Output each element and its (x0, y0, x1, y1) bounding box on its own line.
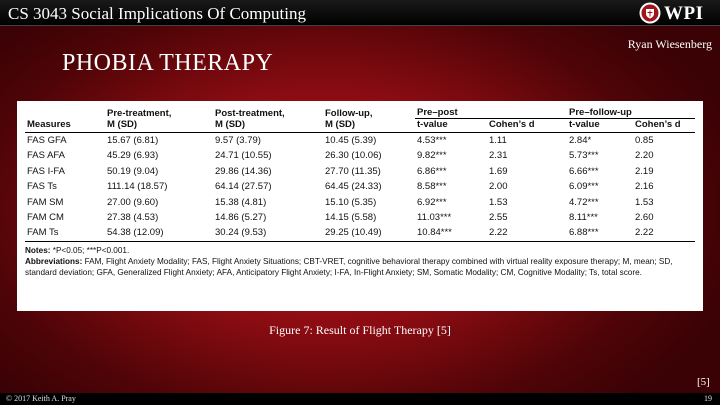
cell-follow-up: 26.30 (10.06) (325, 150, 382, 162)
wpi-logo: WPI (639, 2, 717, 24)
abbreviations-label: Abbreviations: (25, 256, 83, 266)
cell-measure: FAM CM (27, 212, 64, 224)
cell-prepost-cohens-d: 2.00 (489, 181, 508, 193)
table-row: FAS Ts 111.14 (18.57) 64.14 (27.57) 64.45 (… (25, 179, 695, 194)
cell-post-treatment: 9.57 (3.79) (215, 135, 261, 146)
header-pre-post: Pre–post (415, 107, 567, 119)
cell-prefollowup-cohens-d: 2.19 (635, 165, 654, 177)
header-followup-msd: M (SD) (323, 118, 415, 133)
header-pre-msd: M (SD) (105, 118, 213, 133)
cell-follow-up: 10.45 (5.39) (325, 135, 377, 146)
cell-pre-treatment: 45.29 (6.93) (107, 150, 159, 162)
cell-pre-treatment: 111.14 (18.57) (107, 181, 168, 193)
cell-prepost-tvalue: 6.92*** (417, 196, 447, 208)
cell-post-treatment: 24.71 (10.55) (215, 150, 272, 162)
cell-post-treatment: 64.14 (27.57) (215, 181, 272, 193)
cell-measure: FAS Ts (27, 181, 57, 193)
cell-prefollowup-cohens-d: 2.16 (635, 181, 654, 193)
header-follow-up: Follow-up, (325, 107, 373, 119)
cell-prefollowup-tvalue: 2.84* (569, 135, 592, 146)
table-row: FAS I-FA 50.19 (9.04) 29.86 (14.36) 27.70 (… (25, 164, 695, 179)
cell-prefollowup-tvalue: 6.66*** (569, 165, 599, 177)
cell-follow-up: 29.25 (10.49) (323, 225, 415, 242)
header-post-treatment: Post-treatment, (215, 107, 285, 119)
cell-prefollowup-tvalue: 8.11*** (569, 212, 598, 224)
cell-measure: FAS GFA (27, 135, 67, 146)
cell-pre-treatment: 54.38 (12.09) (105, 225, 213, 242)
cell-prefollowup-tvalue: 4.72*** (569, 196, 599, 208)
cell-prepost-cohens-d: 2.31 (489, 150, 508, 162)
cell-prepost-cohens-d: 2.22 (487, 225, 567, 242)
header-post-msd: M (SD) (213, 118, 323, 133)
cell-measure: FAS I-FA (27, 165, 66, 177)
results-figure: Measures Pre-treatment, Post-treatment, … (17, 101, 703, 311)
cell-follow-up: 27.70 (11.35) (325, 165, 381, 177)
header-pre-follow-up: Pre–follow-up (567, 107, 695, 119)
cell-measure: FAM SM (27, 196, 64, 208)
slide-number: 19 (704, 394, 712, 403)
cell-pre-treatment: 27.00 (9.60) (107, 196, 159, 208)
results-table: Measures Pre-treatment, Post-treatment, … (25, 107, 695, 242)
table-row: FAM Ts 54.38 (12.09) 30.24 (9.53) 29.25 (10… (25, 225, 695, 242)
cell-post-treatment: 29.86 (14.36) (215, 165, 272, 177)
table-row: FAS GFA 15.67 (6.81) 9.57 (3.79) 10.45 (5.3… (25, 133, 695, 149)
cell-follow-up: 14.15 (5.58) (325, 212, 377, 224)
cell-post-treatment: 30.24 (9.53) (213, 225, 323, 242)
header-prepost-cohens-d: Cohen’s d (487, 118, 567, 133)
cell-prefollowup-tvalue: 5.73*** (569, 150, 599, 162)
header-prefollowup-tvalue: t-value (567, 118, 633, 133)
cell-prepost-tvalue: 4.53*** (417, 135, 447, 146)
cell-post-treatment: 14.86 (5.27) (215, 212, 267, 224)
header-measures: Measures (25, 107, 105, 133)
footer-bar: © 2017 Keith A. Pray 19 (0, 393, 720, 405)
cell-measure: FAS AFA (27, 150, 66, 162)
table-row: FAM SM 27.00 (9.60) 15.38 (4.81) 15.10 (5.3… (25, 195, 695, 210)
header-prepost-tvalue: t-value (415, 118, 487, 133)
cell-prefollowup-cohens-d: 2.20 (635, 150, 654, 162)
cell-prefollowup-cohens-d: 2.22 (633, 225, 695, 242)
cell-prepost-cohens-d: 1.53 (489, 196, 508, 208)
reference-link[interactable]: [5] (697, 376, 710, 388)
table-notes: Notes: *P<0.05; ***P<0.001. Abbreviation… (25, 245, 695, 278)
cell-pre-treatment: 50.19 (9.04) (107, 165, 159, 177)
cell-follow-up: 15.10 (5.35) (325, 196, 377, 208)
figure-caption: Figure 7: Result of Flight Therapy [5] (269, 323, 451, 337)
cell-prepost-cohens-d: 2.55 (489, 212, 508, 224)
course-title: CS 3043 Social Implications Of Computing (8, 4, 306, 23)
abbreviations-text: FAM, Flight Anxiety Modality; FAS, Fligh… (25, 256, 673, 277)
table-row: FAS AFA 45.29 (6.93) 24.71 (10.55) 26.30 (1… (25, 148, 695, 163)
header-bar: CS 3043 Social Implications Of Computing… (0, 0, 720, 26)
cell-prepost-tvalue: 11.03*** (417, 212, 452, 224)
notes-text: *P<0.05; ***P<0.001. (50, 245, 130, 255)
cell-prefollowup-cohens-d: 2.60 (635, 212, 654, 224)
cell-prepost-cohens-d: 1.69 (489, 165, 508, 177)
wpi-seal-icon (639, 2, 661, 24)
cell-prepost-tvalue: 6.86*** (417, 165, 447, 177)
cell-follow-up: 64.45 (24.33) (325, 181, 382, 193)
results-table-body: FAS GFA 15.67 (6.81) 9.57 (3.79) 10.45 (5.3… (25, 133, 695, 242)
header-prefollowup-cohens-d: Cohen’s d (633, 118, 695, 133)
cell-prepost-tvalue: 8.58*** (417, 181, 447, 193)
notes-label: Notes: (25, 245, 51, 255)
cell-prefollowup-cohens-d: 0.85 (635, 135, 654, 146)
cell-post-treatment: 15.38 (4.81) (215, 196, 267, 208)
cell-pre-treatment: 27.38 (4.53) (107, 212, 159, 224)
cell-prefollowup-tvalue: 6.09*** (569, 181, 599, 193)
cell-prefollowup-cohens-d: 1.53 (635, 196, 654, 208)
wpi-logo-text: WPI (664, 3, 704, 24)
cell-prepost-tvalue: 10.84*** (415, 225, 487, 242)
cell-measure: FAM Ts (25, 225, 105, 242)
cell-prepost-tvalue: 9.82*** (417, 150, 447, 162)
author-name: Ryan Wiesenberg (627, 37, 712, 51)
cell-prepost-cohens-d: 1.11 (489, 135, 507, 146)
copyright-text: © 2017 Keith A. Pray (6, 394, 76, 403)
cell-prefollowup-tvalue: 6.88*** (567, 225, 633, 242)
slide-title: PHOBIA THERAPY (62, 50, 274, 76)
cell-pre-treatment: 15.67 (6.81) (107, 135, 159, 146)
header-pre-treatment: Pre-treatment, (107, 107, 172, 119)
table-row: FAM CM 27.38 (4.53) 14.86 (5.27) 14.15 (5.5… (25, 210, 695, 225)
